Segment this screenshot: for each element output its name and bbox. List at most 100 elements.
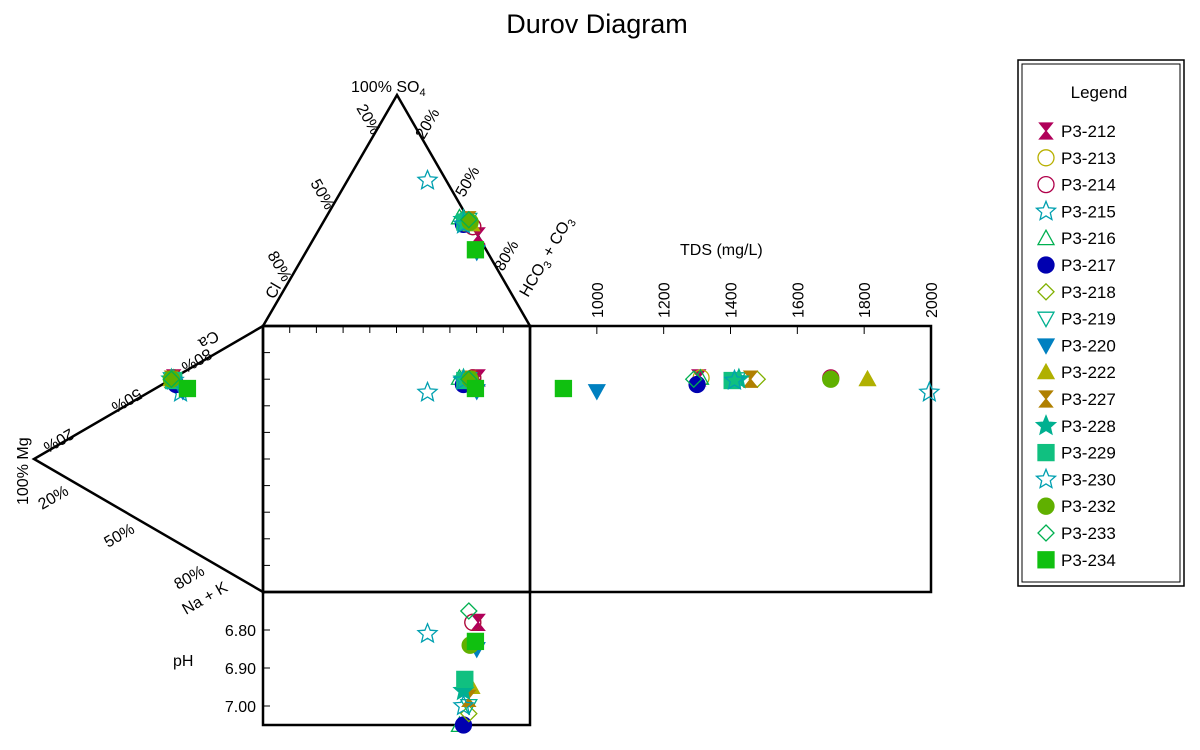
mg-apex-label: 100% Mg [15,437,32,505]
ph-tick-label: 6.90 [225,661,256,678]
tds-point [554,379,573,398]
tds-point [587,384,606,401]
ca-axis-label: Ca [195,327,221,352]
legend-label: P3-232 [1061,497,1116,516]
legend-label: P3-222 [1061,363,1116,382]
legend-marker [1036,338,1056,355]
legend-item: P3-219 [1036,310,1116,329]
legend-label: P3-230 [1061,470,1116,489]
ph-point [454,716,473,734]
series-P3-232 [162,213,840,654]
anion-triangle: 100% SO4 20%50%80% 20%50%80% Cl HCO3 + C… [260,79,579,328]
series-P3-212 [165,227,707,632]
tds-point [742,370,759,388]
anion-right-tick-label: 20% [413,106,444,142]
series-P3-216 [164,208,710,733]
series-P3-234 [178,241,573,651]
anion-point [466,241,485,259]
legend: Legend P3-212P3-213P3-214P3-215P3-216P3-… [1017,59,1185,587]
cl-axis-label: Cl [263,280,285,302]
cation-lower-tick-label: 20% [36,483,72,514]
ph-point [452,694,475,716]
anion-point [461,213,479,231]
series-P3-233 [162,210,703,620]
tds-point [723,368,746,390]
legend-marker [1037,282,1055,301]
legend-marker [1038,390,1054,408]
ph-tick-label: 7.00 [225,699,256,716]
legend-marker [1037,443,1055,462]
ph-axis-label: pH [173,653,193,670]
legend-marker [1036,362,1056,380]
legend-label: P3-233 [1061,524,1116,543]
legend-item: P3-227 [1038,390,1116,409]
cation-upper-ticks: 80%50%20% [40,345,214,456]
tds-tick-label: 1600 [790,282,807,318]
legend-marker [1037,497,1055,515]
legend-label: P3-227 [1061,390,1116,409]
legend-marker [1038,122,1054,140]
legend-marker [1036,228,1056,246]
legend-label: P3-212 [1061,122,1116,141]
tds-tick-label: 1000 [590,282,607,318]
square-point [416,380,439,402]
ph-point [456,670,474,689]
anion-triangle-outline [260,92,533,328]
legend-marker [1037,149,1055,167]
central-square-ticks [263,326,504,566]
legend-marker [1037,551,1055,569]
legend-label: P3-219 [1061,310,1116,329]
tds-axis-ticks: 1000 1200 1400 1600 1800 2000 [590,282,941,334]
so4-apex-label: 100% SO4 [351,79,426,99]
legend-item: P3-218 [1037,282,1116,302]
legend-item: P3-228 [1034,414,1116,436]
legend-marker [1037,175,1055,194]
legend-label: P3-218 [1061,283,1116,302]
tds-tick-label: 1200 [657,282,674,318]
legend-item: P3-216 [1036,228,1116,248]
legend-marker [1034,199,1058,221]
central-square [261,324,532,594]
cation-point [162,370,181,388]
cation-point [178,379,197,398]
legend-label: P3-216 [1061,229,1116,248]
legend-label: P3-234 [1061,551,1116,570]
series-P3-213 [165,218,710,632]
legend-item: P3-220 [1036,336,1116,355]
ph-tick-label: 6.80 [225,623,256,640]
legend-label: P3-228 [1061,417,1116,436]
legend-label: P3-214 [1061,176,1116,195]
ph-point [466,632,485,651]
ph-point [416,622,439,644]
anion-right-tick-label: 80% [492,238,523,274]
legend-label: P3-217 [1061,256,1116,275]
legend-items: P3-212 P3-213 P3-214 P3-215 P3-216 P3-217 P3-2… [1034,122,1116,570]
legend-label: P3-215 [1061,202,1116,221]
hco3-co3-axis-label: HCO3 + CO3 [517,214,579,302]
legend-item: P3-222 [1036,362,1116,382]
legend-item: P3-212 [1038,122,1116,141]
legend-marker [1034,467,1058,489]
anion-right-tick-label: 50% [453,164,484,200]
ph-axis-ticks: 6.80 6.90 7.00 [225,623,270,716]
legend-border-inner [1021,63,1181,583]
tds-tick-label: 1800 [857,282,874,318]
legend-item: P3-213 [1037,149,1116,168]
chart-title: Durov Diagram [506,9,688,39]
legend-marker [1037,524,1055,542]
legend-label: P3-229 [1061,444,1116,463]
ph-point [459,602,478,620]
cation-upper-tick-label: 20% [40,425,76,456]
cation-triangle: 100% Mg 80%50%20% 20%50%80% Ca Na + K [15,323,265,618]
legend-item: P3-217 [1037,256,1116,275]
anion-left-ticks: 20%50%80% [264,102,384,285]
legend-title: Legend [1071,83,1128,102]
legend-item: P3-215 [1034,199,1116,221]
series-P3-229 [165,213,741,689]
series-P3-220 [173,245,606,659]
tds-point [684,370,703,389]
tds-point [858,369,877,387]
anion-point [416,168,439,190]
cation-lower-tick-label: 50% [102,521,138,552]
legend-marker [1037,256,1055,274]
